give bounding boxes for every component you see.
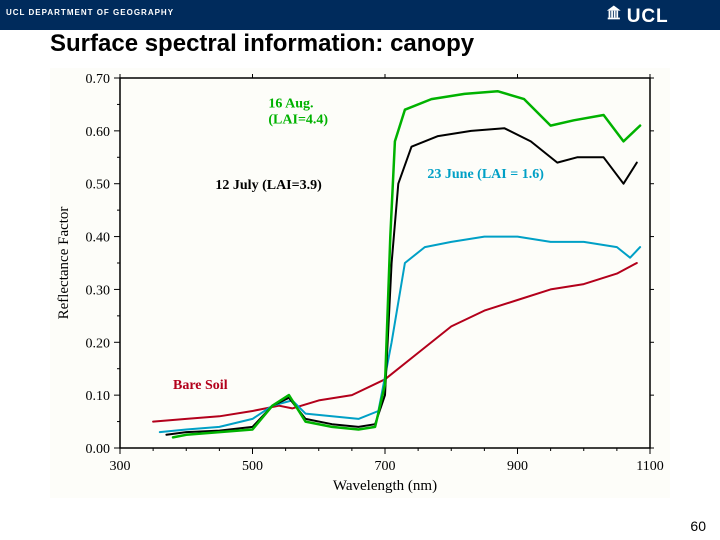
- svg-text:(LAI=4.4): (LAI=4.4): [268, 113, 328, 128]
- page-title: Surface spectral information: canopy: [50, 30, 474, 58]
- svg-text:0.40: 0.40: [86, 231, 111, 246]
- svg-text:0.50: 0.50: [86, 178, 111, 193]
- svg-text:23 June (LAI = 1.6): 23 June (LAI = 1.6): [427, 167, 544, 182]
- logo-text: UCL: [627, 6, 669, 27]
- header-bar: UCL DEPARTMENT OF GEOGRAPHY UCL: [0, 0, 720, 30]
- ucl-logo: UCL: [606, 2, 710, 28]
- svg-text:300: 300: [110, 459, 131, 474]
- svg-text:Bare Soil: Bare Soil: [173, 378, 228, 393]
- page-number: 60: [690, 518, 706, 534]
- svg-text:1100: 1100: [636, 459, 663, 474]
- svg-text:0.20: 0.20: [86, 336, 111, 351]
- svg-text:0.00: 0.00: [86, 442, 111, 457]
- svg-text:Reflectance Factor: Reflectance Factor: [56, 207, 72, 320]
- svg-text:Wavelength (nm): Wavelength (nm): [333, 478, 437, 494]
- ucl-logo-svg: UCL: [606, 2, 710, 28]
- svg-text:900: 900: [507, 459, 528, 474]
- svg-text:500: 500: [242, 459, 263, 474]
- svg-text:12 July (LAI=3.9): 12 July (LAI=3.9): [215, 178, 322, 193]
- spectral-chart: 0.00 0.10 0.20 0.30 0.40 0.50 0.60 0.70 300 500 70…: [50, 68, 670, 498]
- department-label: UCL DEPARTMENT OF GEOGRAPHY: [6, 8, 174, 17]
- svg-text:700: 700: [375, 459, 396, 474]
- svg-text:0.10: 0.10: [86, 389, 111, 404]
- svg-text:0.70: 0.70: [86, 72, 111, 87]
- svg-text:0.30: 0.30: [86, 283, 111, 298]
- svg-text:16 Aug.: 16 Aug.: [268, 97, 313, 112]
- svg-text:0.60: 0.60: [86, 125, 111, 140]
- chart-svg: 0.00 0.10 0.20 0.30 0.40 0.50 0.60 0.70 300 500 70…: [50, 68, 670, 498]
